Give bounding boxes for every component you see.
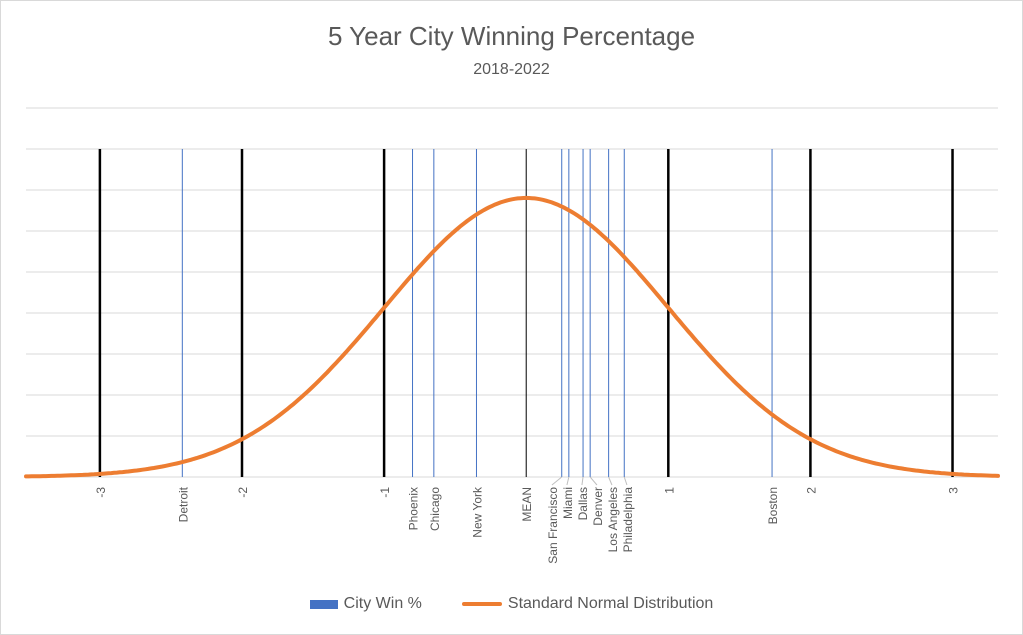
sd-label: 1 — [662, 487, 676, 494]
sd-label: 2 — [804, 487, 818, 494]
sd-label: -3 — [94, 487, 108, 498]
city-label: Philadelphia — [621, 487, 635, 553]
sd-label: -1 — [378, 487, 392, 498]
chart-title: 5 Year City Winning Percentage — [327, 21, 696, 51]
city-label: Los Angeles — [606, 487, 620, 552]
chart-subtitle: 2018-2022 — [473, 61, 550, 78]
legend-item-normal: Standard Normal Distribution — [461, 595, 714, 613]
label-leader — [581, 476, 584, 486]
city-label: San Francisco — [546, 487, 560, 564]
legend-label-city: City Win % — [343, 595, 422, 612]
city-label: Miami — [561, 487, 575, 519]
label-leader — [566, 476, 570, 486]
sd-label: MEAN — [520, 487, 534, 522]
city-label: Chicago — [428, 487, 442, 531]
legend-swatch-normal — [461, 602, 502, 606]
legend-label-normal: Standard Normal Distribution — [507, 595, 714, 612]
label-leader — [608, 476, 613, 486]
sd-label: -2 — [236, 487, 250, 498]
label-leader — [551, 476, 563, 486]
legend: City Win % Standard Normal Distribution — [1, 595, 1022, 613]
city-label: Dallas — [576, 487, 590, 520]
legend-swatch-city — [309, 599, 338, 609]
normal-curve — [24, 195, 1000, 479]
city-label: New York — [471, 486, 485, 538]
label-leader — [623, 476, 628, 486]
label-leader — [589, 476, 598, 486]
city-label: Boston — [766, 487, 780, 524]
city-label: Detroit — [176, 486, 190, 522]
legend-item-city: City Win % — [309, 595, 422, 613]
city-label: Phoenix — [407, 487, 421, 530]
sd-label: 3 — [947, 487, 961, 494]
city-label: Denver — [591, 487, 605, 526]
